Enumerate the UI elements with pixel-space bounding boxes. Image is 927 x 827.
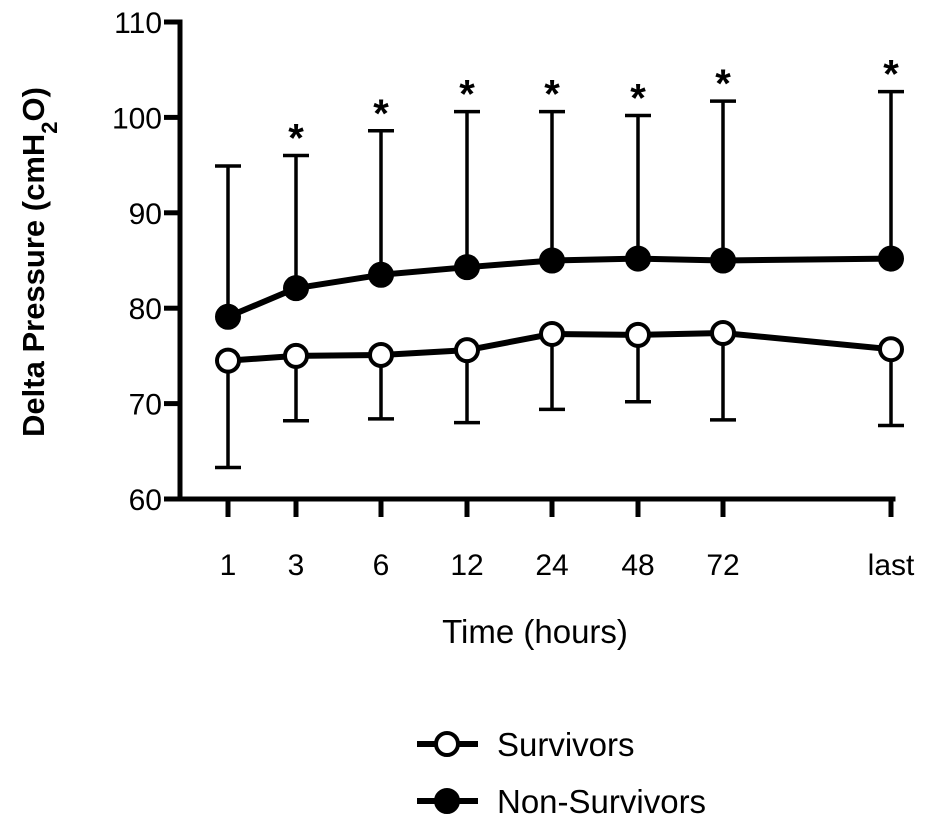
y-tick-label: 70 (129, 389, 162, 422)
legend-label: Survivors (497, 726, 635, 763)
legend-marker (434, 788, 460, 814)
legend-label: Non-Survivors (497, 783, 706, 820)
significance-star: * (459, 73, 475, 117)
y-axis-title-subscript: 2 (37, 121, 62, 133)
significance-star: * (883, 53, 899, 97)
data-point-survivors (215, 347, 241, 374)
legend: Survivors Non-Survivors (417, 726, 706, 820)
significance-star: * (373, 92, 389, 136)
data-point-non-survivors (710, 247, 736, 274)
significance-star: * (544, 73, 560, 117)
data-point-survivors (283, 342, 309, 369)
x-axis-title: Time (hours) (442, 613, 628, 650)
error-bars (215, 89, 904, 470)
y-axis-title: Delta Pressure (cmH2O) (16, 87, 62, 437)
axes: 60 70 80 90 100 110 1 3 6 12 24 48 72 last (112, 7, 915, 582)
x-tick-label: 12 (450, 549, 483, 582)
significance-star: * (715, 62, 731, 106)
data-point-survivors (539, 320, 565, 347)
y-axis-title-main: Delta Pressure (cmH (16, 134, 51, 437)
data-point-survivors (625, 321, 651, 348)
significance-annotations: * * * * * * * (288, 53, 899, 161)
y-tick-label: 60 (129, 484, 162, 517)
y-tick-label: 80 (129, 293, 162, 326)
y-tick-label: 110 (114, 7, 162, 40)
data-point-survivors (368, 341, 394, 368)
x-tick-label: 48 (621, 549, 654, 582)
series-lines (226, 255, 892, 364)
y-tick-label: 90 (129, 198, 162, 231)
data-point-non-survivors (454, 254, 480, 281)
x-tick-label: 6 (373, 549, 390, 582)
data-point-non-survivors (625, 245, 651, 272)
data-point-non-survivors (539, 247, 565, 274)
data-point-non-survivors (283, 275, 309, 302)
data-point-survivors (710, 320, 736, 347)
series-line-non-survivors (226, 255, 892, 320)
data-points (215, 245, 904, 374)
series-line-survivors (227, 330, 892, 364)
data-point-non-survivors (368, 261, 394, 288)
x-tick-label: last (868, 549, 915, 582)
x-tick-label: 72 (706, 549, 739, 582)
x-tick-label: 1 (220, 549, 237, 582)
legend-marker (434, 731, 460, 757)
data-point-survivors (454, 337, 480, 364)
significance-star: * (630, 76, 646, 120)
x-tick-label: 24 (535, 549, 568, 582)
data-point-survivors (878, 336, 904, 363)
significance-star: * (288, 117, 304, 161)
x-tick-label: 3 (288, 549, 305, 582)
y-axis-title-tail: O) (16, 87, 51, 121)
data-point-non-survivors (215, 303, 241, 330)
y-tick-label: 100 (112, 102, 162, 135)
data-point-non-survivors (878, 245, 904, 272)
